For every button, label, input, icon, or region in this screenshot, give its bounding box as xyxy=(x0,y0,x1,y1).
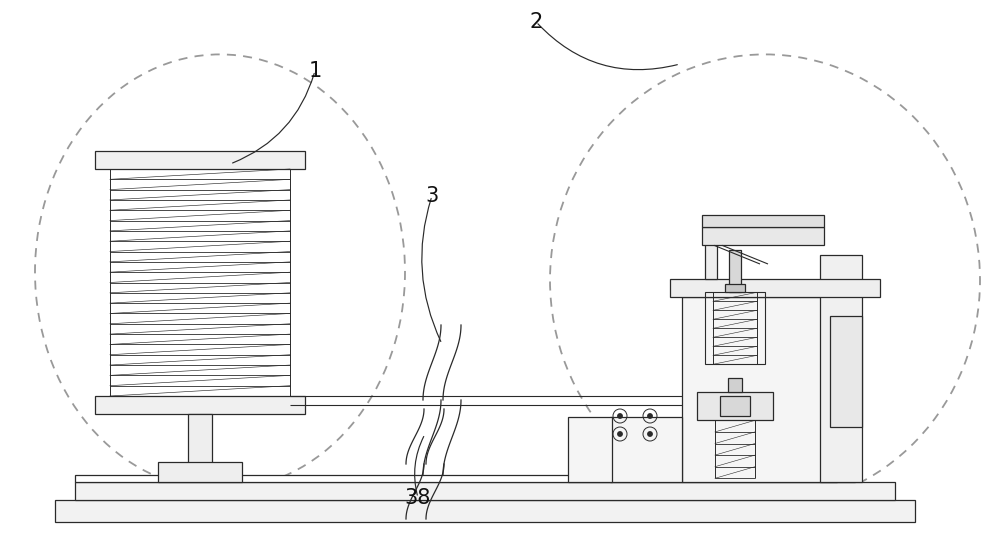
Bar xyxy=(697,392,773,421)
Bar xyxy=(670,279,880,297)
Bar xyxy=(75,482,895,500)
Bar xyxy=(725,285,745,292)
Bar xyxy=(55,500,915,522)
Bar xyxy=(830,316,862,426)
Bar xyxy=(75,475,855,482)
Bar xyxy=(705,236,717,279)
Bar xyxy=(95,396,305,414)
Bar xyxy=(702,227,824,245)
Bar xyxy=(729,250,741,292)
Circle shape xyxy=(648,432,652,436)
Bar xyxy=(188,414,212,464)
Circle shape xyxy=(618,414,622,418)
Text: 38: 38 xyxy=(405,488,431,508)
Text: 2: 2 xyxy=(529,12,543,32)
Bar xyxy=(568,417,612,482)
Bar xyxy=(705,292,765,364)
Bar xyxy=(95,151,305,169)
Bar xyxy=(728,378,742,392)
Text: 1: 1 xyxy=(308,61,322,81)
Bar xyxy=(702,215,824,227)
Circle shape xyxy=(618,432,622,436)
Bar xyxy=(158,462,242,482)
Bar xyxy=(682,297,837,482)
Circle shape xyxy=(648,414,652,418)
Bar xyxy=(720,396,750,416)
Text: 3: 3 xyxy=(425,186,439,206)
Bar xyxy=(610,417,682,482)
Bar xyxy=(820,255,862,482)
